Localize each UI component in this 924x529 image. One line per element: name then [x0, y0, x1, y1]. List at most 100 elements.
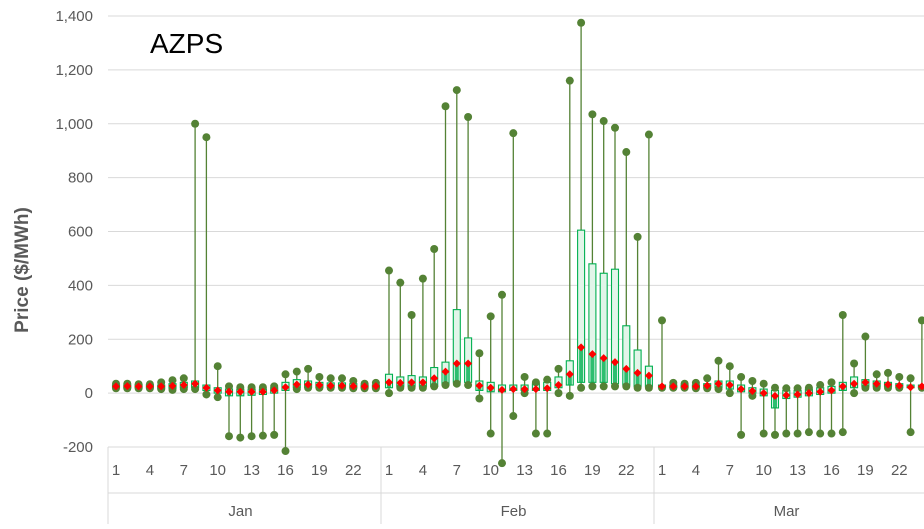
mean-marker	[827, 386, 836, 395]
min-marker	[270, 430, 279, 439]
min-marker	[486, 429, 495, 438]
min-marker	[633, 383, 642, 392]
min-marker	[531, 429, 540, 438]
mean-marker	[396, 378, 405, 387]
mean-marker	[703, 381, 712, 390]
min-marker	[861, 383, 870, 392]
min-marker	[748, 391, 757, 400]
min-marker	[258, 431, 267, 440]
max-marker	[748, 377, 757, 386]
min-marker	[577, 383, 586, 392]
max-marker	[771, 383, 779, 392]
max-marker	[418, 274, 427, 283]
min-marker	[520, 389, 529, 398]
max-marker	[565, 76, 574, 85]
month-label: Jan	[228, 503, 252, 520]
mean-marker	[281, 383, 290, 392]
max-marker	[498, 290, 506, 299]
min-marker	[247, 432, 256, 441]
box	[588, 263, 597, 383]
max-marker	[644, 130, 653, 139]
x-tick-label: 10	[209, 462, 226, 479]
min-marker	[872, 383, 881, 392]
min-marker	[599, 382, 608, 391]
max-marker	[179, 374, 188, 383]
mean-marker	[213, 386, 222, 395]
min-marker	[816, 429, 825, 438]
max-marker	[850, 359, 859, 368]
mean-marker	[371, 382, 380, 391]
min-marker	[565, 391, 574, 400]
max-marker	[315, 372, 324, 381]
month-label: Mar	[774, 503, 800, 520]
x-tick-label: 10	[755, 462, 772, 479]
box-fill	[590, 354, 595, 383]
max-marker	[258, 383, 267, 392]
mean-marker	[407, 378, 416, 387]
mean-marker	[498, 385, 506, 394]
chart-marks	[111, 18, 924, 468]
max-marker	[225, 382, 233, 391]
max-marker	[577, 18, 586, 27]
mean-marker	[430, 374, 439, 383]
x-tick-label: 19	[857, 462, 874, 479]
x-tick-label: 4	[692, 462, 700, 479]
mean-marker	[691, 382, 700, 391]
x-tick-label: 13	[516, 462, 533, 479]
max-marker	[838, 311, 847, 320]
mean-marker	[622, 364, 631, 373]
y-tick-label: 600	[68, 224, 93, 241]
x-tick-label: 16	[550, 462, 567, 479]
max-marker	[452, 86, 461, 95]
mean-marker	[588, 350, 597, 359]
y-tick-label: 1,000	[55, 116, 93, 133]
mean-marker	[292, 380, 301, 389]
mean-marker	[202, 383, 211, 392]
max-marker	[554, 364, 563, 373]
y-tick-label: 1,200	[55, 62, 93, 79]
min-marker	[850, 389, 859, 398]
y-tick-label: 800	[68, 170, 93, 187]
max-marker	[270, 382, 279, 391]
min-marker	[793, 429, 802, 438]
mean-marker	[134, 382, 143, 391]
max-marker	[827, 378, 836, 387]
box-fill	[432, 378, 437, 387]
min-marker	[771, 430, 779, 439]
mean-marker	[599, 354, 608, 363]
box-fill	[601, 358, 606, 383]
max-marker	[622, 148, 631, 157]
max-marker	[543, 375, 552, 384]
min-marker	[292, 385, 301, 394]
x-tick-label: 4	[146, 462, 154, 479]
x-tick-label: 7	[726, 462, 734, 479]
mean-marker	[452, 359, 461, 368]
x-tick-label: 4	[419, 462, 427, 479]
min-marker	[452, 379, 461, 388]
x-tick-label: 22	[345, 462, 362, 479]
x-tick-label: 7	[180, 462, 188, 479]
mean-marker	[725, 381, 734, 390]
max-marker	[464, 113, 473, 122]
mean-marker	[543, 384, 552, 393]
min-marker	[213, 393, 222, 402]
min-marker	[644, 383, 653, 392]
mean-marker	[782, 391, 791, 400]
min-marker	[225, 432, 233, 441]
mean-marker	[644, 371, 653, 380]
mean-marker	[168, 381, 177, 390]
min-marker	[396, 383, 405, 392]
max-marker	[531, 378, 540, 387]
mean-marker	[179, 381, 188, 390]
mean-marker	[349, 382, 358, 391]
min-marker	[588, 382, 597, 391]
x-tick-label: 22	[891, 462, 908, 479]
mean-marker	[872, 379, 881, 388]
x-tick-label: 22	[618, 462, 635, 479]
min-marker	[906, 428, 915, 437]
x-tick-label: 19	[584, 462, 601, 479]
axes: -200 0 200 400 600 800 1,000 1,200 1,400 1 4 7 10 13 1…	[55, 8, 924, 524]
max-marker	[486, 312, 495, 321]
max-marker	[407, 311, 416, 320]
mean-marker	[418, 378, 427, 387]
